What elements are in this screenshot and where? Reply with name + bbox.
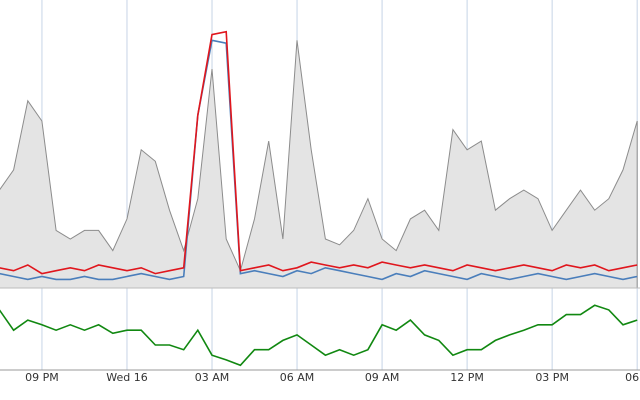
x-tick-label: 03 PM	[535, 371, 569, 384]
line	[0, 304, 638, 367]
line	[0, 39, 638, 281]
x-tick-label: 09 AM	[365, 371, 400, 384]
x-tick-label: 12 PM	[450, 371, 484, 384]
line	[0, 30, 638, 275]
x-tick-label: 06 P	[625, 371, 640, 384]
x-tick-label: 06 AM	[280, 371, 315, 384]
x-tick-label: 03 AM	[195, 371, 230, 384]
x-tick-label: 09 PM	[25, 371, 59, 384]
area	[0, 40, 638, 289]
x-tick-label: Wed 16	[106, 371, 147, 384]
